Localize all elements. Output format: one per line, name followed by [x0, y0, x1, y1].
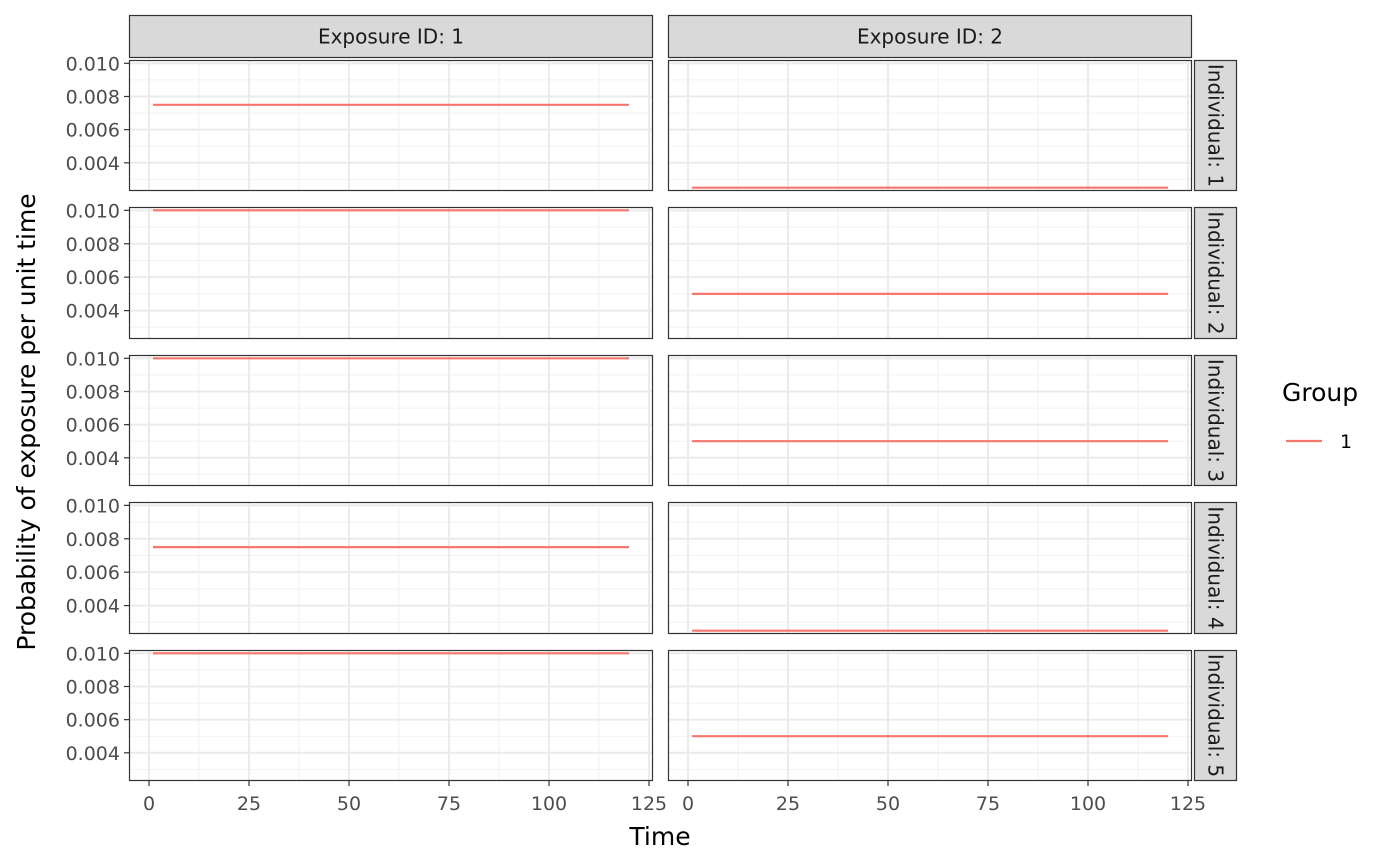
y-tick-label: 0.006: [66, 267, 120, 289]
y-tick-label: 0.010: [66, 53, 120, 75]
facet-panel: [128, 59, 654, 192]
column-strip: [128, 14, 654, 59]
x-tick-label: 0: [143, 793, 155, 815]
facet-panel: [128, 206, 654, 340]
facet-panel: [128, 649, 654, 782]
row-strip-label-wrap: Individual: 4: [1204, 506, 1228, 629]
y-tick-label: 0.006: [66, 710, 120, 732]
y-tick-label: 0.010: [66, 348, 120, 370]
panel-background: [129, 60, 653, 191]
legend-title: Group: [1282, 378, 1358, 407]
panel-border: [667, 59, 1193, 192]
panel-border: [128, 649, 654, 782]
y-tick-label: 0.008: [66, 86, 120, 108]
panel-background: [668, 502, 1192, 634]
row-strip: [1193, 354, 1238, 487]
row-strip-label: Individual: 2: [1204, 211, 1228, 334]
facet-panel: [667, 354, 1193, 487]
panel-border: [128, 501, 654, 635]
facet-panel: [667, 59, 1193, 192]
legend: Group 1: [1282, 378, 1358, 453]
column-strip-label: Exposure ID: 1: [318, 25, 464, 49]
row-strip-label: Individual: 3: [1204, 359, 1228, 482]
panel-background: [668, 60, 1192, 191]
y-tick-label: 0.010: [66, 495, 120, 517]
panel-border: [128, 206, 654, 340]
x-tick-label: 125: [631, 793, 667, 815]
legend-label: 1: [1340, 431, 1352, 453]
panel-border: [667, 649, 1193, 782]
y-tick-label: 0.008: [66, 234, 120, 256]
y-tick-label: 0.008: [66, 381, 120, 403]
panel-border: [128, 59, 654, 192]
x-tick-label: 25: [776, 793, 800, 815]
x-tick-label: 75: [437, 793, 461, 815]
panel-background: [129, 502, 653, 634]
panel-background: [668, 650, 1192, 781]
row-strip: [1193, 206, 1238, 340]
row-strip: [1193, 501, 1238, 635]
x-tick-label: 100: [531, 793, 567, 815]
y-tick-label: 0.008: [66, 676, 120, 698]
panel-background: [129, 207, 653, 339]
y-tick-label: 0.010: [66, 643, 120, 665]
panel-grid: [128, 59, 1193, 782]
x-tick-label: 50: [337, 793, 361, 815]
facet-panel: [667, 649, 1193, 782]
panel-background: [129, 355, 653, 486]
y-tick-label: 0.006: [66, 562, 120, 584]
facet-strips: Exposure ID: 1 Exposure ID: 2 Individual: …: [128, 14, 1238, 782]
row-strip: [1193, 649, 1238, 782]
panel-border: [667, 206, 1193, 340]
y-axis-title: Probability of exposure per unit time: [12, 193, 41, 650]
row-strip-label-wrap: Individual: 5: [1204, 654, 1228, 777]
y-tick-label: 0.004: [66, 448, 120, 470]
facet-panel: [667, 501, 1193, 635]
y-tick-label: 0.004: [66, 743, 120, 765]
axes: 0.004 0.006 0.008 0.010 0.004 0.006 0.008 0.010…: [66, 53, 1207, 815]
facet-panel: [128, 501, 654, 635]
row-strip: [1193, 59, 1238, 192]
facet-panel: [128, 354, 654, 487]
row-strip-label-wrap: Individual: 3: [1204, 359, 1228, 482]
y-tick-label: 0.006: [66, 120, 120, 142]
y-tick-label: 0.010: [66, 200, 120, 222]
row-strip-label-wrap: Individual: 2: [1204, 211, 1228, 334]
panel-border: [667, 354, 1193, 487]
y-tick-label: 0.004: [66, 153, 120, 175]
y-tick-label: 0.004: [66, 301, 120, 323]
row-strip-label: Individual: 4: [1204, 506, 1228, 629]
row-strip-label: Individual: 5: [1204, 654, 1228, 777]
y-tick-label: 0.006: [66, 415, 120, 437]
x-tick-label: 0: [682, 793, 694, 815]
panel-background: [668, 355, 1192, 486]
x-axis-title: Time: [628, 822, 690, 851]
x-tick-label: 25: [237, 793, 261, 815]
panel-border: [128, 354, 654, 487]
panel-background: [668, 207, 1192, 339]
row-strip-label: Individual: 1: [1204, 64, 1228, 187]
facet-panel: [667, 206, 1193, 340]
column-strip-label: Exposure ID: 2: [857, 25, 1003, 49]
y-tick-label: 0.004: [66, 596, 120, 618]
column-strip: [667, 14, 1193, 59]
x-tick-label: 75: [976, 793, 1000, 815]
x-tick-label: 50: [876, 793, 900, 815]
row-strip-label-wrap: Individual: 1: [1204, 64, 1228, 187]
panel-background: [129, 650, 653, 781]
panel-border: [667, 501, 1193, 635]
y-tick-label: 0.008: [66, 529, 120, 551]
x-tick-label: 125: [1170, 793, 1206, 815]
x-tick-label: 100: [1070, 793, 1106, 815]
